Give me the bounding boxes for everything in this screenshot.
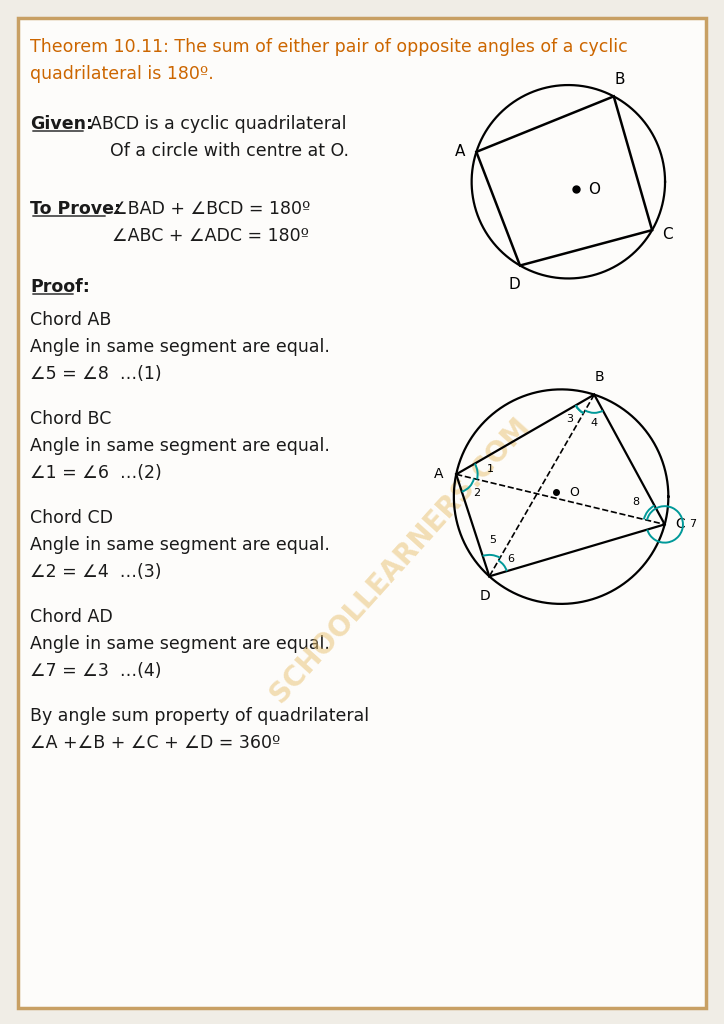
Text: Angle in same segment are equal.: Angle in same segment are equal. [30,536,330,554]
Text: By angle sum property of quadrilateral: By angle sum property of quadrilateral [30,707,369,725]
Text: ∠5 = ∠8  …(1): ∠5 = ∠8 …(1) [30,365,161,383]
Text: ABCD is a cyclic quadrilateral: ABCD is a cyclic quadrilateral [90,115,347,133]
Text: O: O [569,486,579,499]
Text: B: B [614,72,625,87]
Text: ∠1 = ∠6  …(2): ∠1 = ∠6 …(2) [30,464,161,482]
Text: D: D [480,589,490,603]
Text: Angle in same segment are equal.: Angle in same segment are equal. [30,338,330,356]
Text: Proof:: Proof: [30,278,90,296]
Text: ∠ABC + ∠ADC = 180º: ∠ABC + ∠ADC = 180º [112,227,309,245]
Text: Chord AB: Chord AB [30,311,111,329]
Text: ∠7 = ∠3  …(4): ∠7 = ∠3 …(4) [30,662,161,680]
Text: C: C [662,227,673,243]
Text: A: A [434,467,443,481]
Text: 4: 4 [590,418,597,427]
Text: Theorem 10.11: The sum of either pair of opposite angles of a cyclic: Theorem 10.11: The sum of either pair of… [30,38,628,56]
Text: ∠A +∠B + ∠C + ∠D = 360º: ∠A +∠B + ∠C + ∠D = 360º [30,734,280,752]
Text: A: A [455,144,465,160]
Text: SCHOOLLEARNERS.COM: SCHOOLLEARNERS.COM [265,412,535,708]
Text: 5: 5 [489,536,497,545]
Text: Of a circle with centre at O.: Of a circle with centre at O. [110,142,349,160]
Text: 2: 2 [473,488,480,499]
Text: Chord AD: Chord AD [30,608,113,626]
Text: Angle in same segment are equal.: Angle in same segment are equal. [30,437,330,455]
Text: 3: 3 [566,414,573,424]
Text: D: D [508,278,520,292]
Text: Given:: Given: [30,115,93,133]
Text: To Prove:: To Prove: [30,200,121,218]
Text: ∠BAD + ∠BCD = 180º: ∠BAD + ∠BCD = 180º [112,200,311,218]
Text: Chord BC: Chord BC [30,410,111,428]
Text: Chord CD: Chord CD [30,509,113,527]
Text: 1: 1 [487,465,494,474]
Text: quadrilateral is 180º.: quadrilateral is 180º. [30,65,214,83]
Text: Angle in same segment are equal.: Angle in same segment are equal. [30,635,330,653]
Text: O: O [588,182,599,197]
Text: 6: 6 [508,554,515,564]
Text: ∠2 = ∠4  …(3): ∠2 = ∠4 …(3) [30,563,161,581]
Text: B: B [595,370,605,384]
FancyBboxPatch shape [18,18,706,1008]
Text: C: C [675,517,685,531]
Text: 8: 8 [632,498,639,507]
Text: 7: 7 [689,519,696,528]
